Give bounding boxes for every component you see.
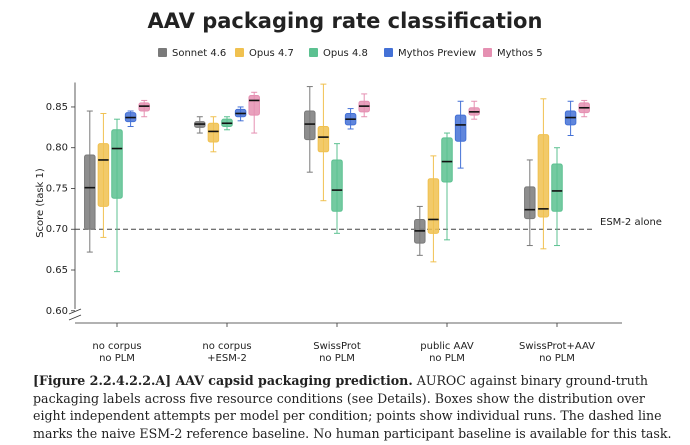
chart: AAV packaging rate classification Score … (35, 9, 662, 364)
box (304, 110, 316, 141)
reference-label: ESM-2 alone (600, 217, 662, 228)
x-tick-label: SwissProt+AAV (519, 341, 595, 352)
box (84, 154, 96, 230)
box (97, 143, 110, 207)
legend-swatch (235, 48, 244, 57)
legend-label: Opus 4.8 (323, 48, 368, 59)
x-tick-label: no PLM (99, 353, 135, 364)
legend-label: Mythos Preview (398, 48, 476, 59)
caption-text: AUROC against binary ground-truth packag… (33, 373, 672, 441)
x-tick-label: no PLM (429, 353, 465, 364)
x-tick-label: no PLM (539, 353, 575, 364)
y-tick-label: 0.70 (46, 224, 68, 235)
legend-label: Sonnet 4.6 (172, 48, 226, 59)
chart-title: AAV packaging rate classification (148, 9, 543, 33)
legend-label: Opus 4.7 (249, 48, 294, 59)
legend-swatch (158, 48, 167, 57)
box (111, 129, 123, 199)
caption-label: [Figure 2.2.4.2.2.A] AAV capsid packagin… (33, 373, 413, 388)
y-tick-label: 0.60 (46, 306, 68, 317)
axis-break (68, 314, 82, 321)
x-tick-label: no corpus (202, 341, 251, 352)
x-tick-label: no corpus (92, 341, 141, 352)
legend-label: Mythos 5 (497, 48, 543, 59)
x-tick-label: +ESM-2 (207, 353, 247, 364)
legend-swatch (384, 48, 393, 57)
box (524, 186, 536, 220)
caption: [Figure 2.2.4.2.2.A] AAV capsid packagin… (33, 372, 673, 442)
box (331, 159, 343, 212)
y-tick-label: 0.75 (46, 183, 68, 194)
y-axis-label: Score (task 1) (35, 168, 46, 238)
legend-swatch (309, 48, 318, 57)
box (454, 114, 467, 142)
x-tick-label: no PLM (319, 353, 355, 364)
x-tick-label: public AAV (420, 341, 474, 352)
y-tick-label: 0.80 (46, 143, 68, 154)
box (427, 178, 440, 234)
x-tick-label: SwissProt (313, 341, 361, 352)
axis-break (68, 308, 82, 315)
box (551, 163, 563, 212)
box (207, 122, 220, 143)
box (248, 95, 260, 116)
legend-swatch (483, 48, 492, 57)
box (317, 126, 330, 153)
y-tick-label: 0.65 (46, 265, 68, 276)
box (537, 134, 550, 218)
box (441, 137, 453, 183)
box (138, 102, 150, 112)
y-tick-label: 0.85 (46, 102, 68, 113)
